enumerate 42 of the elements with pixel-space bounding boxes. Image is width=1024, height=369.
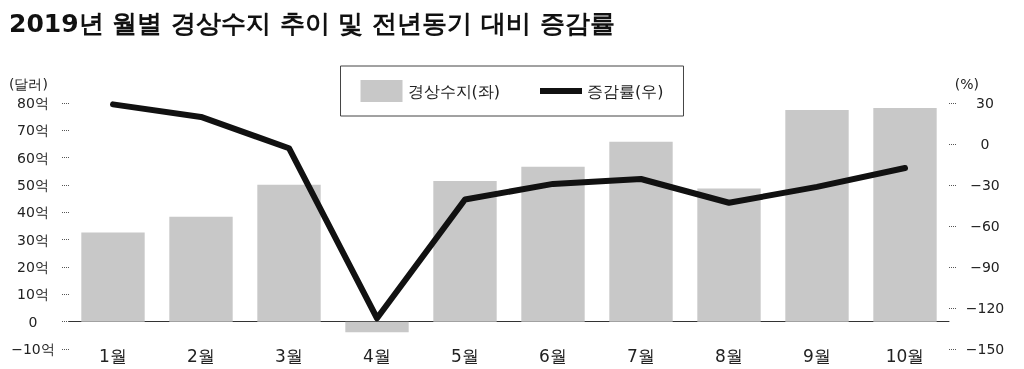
bar — [697, 188, 761, 322]
y-axis-title: (달러) — [9, 76, 48, 92]
y-tick-label: 60억 — [17, 149, 49, 166]
y-tick-label: 50억 — [17, 177, 49, 193]
y-tick-label: 20억 — [17, 259, 49, 275]
x-tick-label: 8월 — [715, 345, 743, 366]
bar — [257, 184, 321, 322]
x-tick-label: 10월 — [885, 345, 925, 366]
y2-axis-title: (%) — [954, 76, 979, 92]
legend-label: 증감률(우) — [587, 81, 664, 101]
chart-title: 2019년 월별 경상수지 추이 및 전년동기 대비 증감률 — [9, 9, 615, 38]
x-tick-label: 3월 — [275, 345, 303, 366]
x-tick-label: 4월 — [363, 345, 391, 366]
bar — [521, 166, 585, 322]
x-tick-label: 9월 — [803, 345, 831, 366]
y2-tick-label: −30 — [970, 177, 1000, 193]
bar — [345, 321, 409, 333]
bar — [433, 180, 497, 322]
y-tick-label: 0 — [28, 313, 38, 330]
y-tick-label: 10억 — [17, 286, 49, 303]
x-tick-label: 5월 — [451, 345, 479, 366]
y2-tick-label: −60 — [970, 218, 1000, 234]
x-tick-label: 6월 — [539, 345, 567, 366]
y-tick-label: 70억 — [17, 122, 49, 139]
y-tick-label: −10억 — [11, 341, 55, 357]
y-tick-label: 40억 — [17, 204, 49, 221]
bar — [873, 107, 937, 322]
bar — [609, 141, 673, 322]
bar — [785, 110, 849, 322]
x-tick-label: 2월 — [187, 345, 215, 366]
x-tick-label: 7월 — [627, 345, 655, 366]
y2-tick-label: 30 — [976, 95, 994, 111]
y2-tick-label: −150 — [965, 341, 1005, 357]
x-tick-label: 1월 — [99, 345, 127, 366]
y-tick-label: 80억 — [17, 95, 49, 111]
bar — [81, 232, 145, 322]
y2-tick-label: 0 — [980, 136, 990, 152]
y2-tick-label: −120 — [965, 300, 1005, 316]
y-tick-label: 30억 — [17, 231, 49, 248]
y2-tick-label: −90 — [970, 259, 1000, 275]
bar — [169, 216, 233, 322]
legend-label: 경상수지(좌) — [407, 81, 500, 101]
